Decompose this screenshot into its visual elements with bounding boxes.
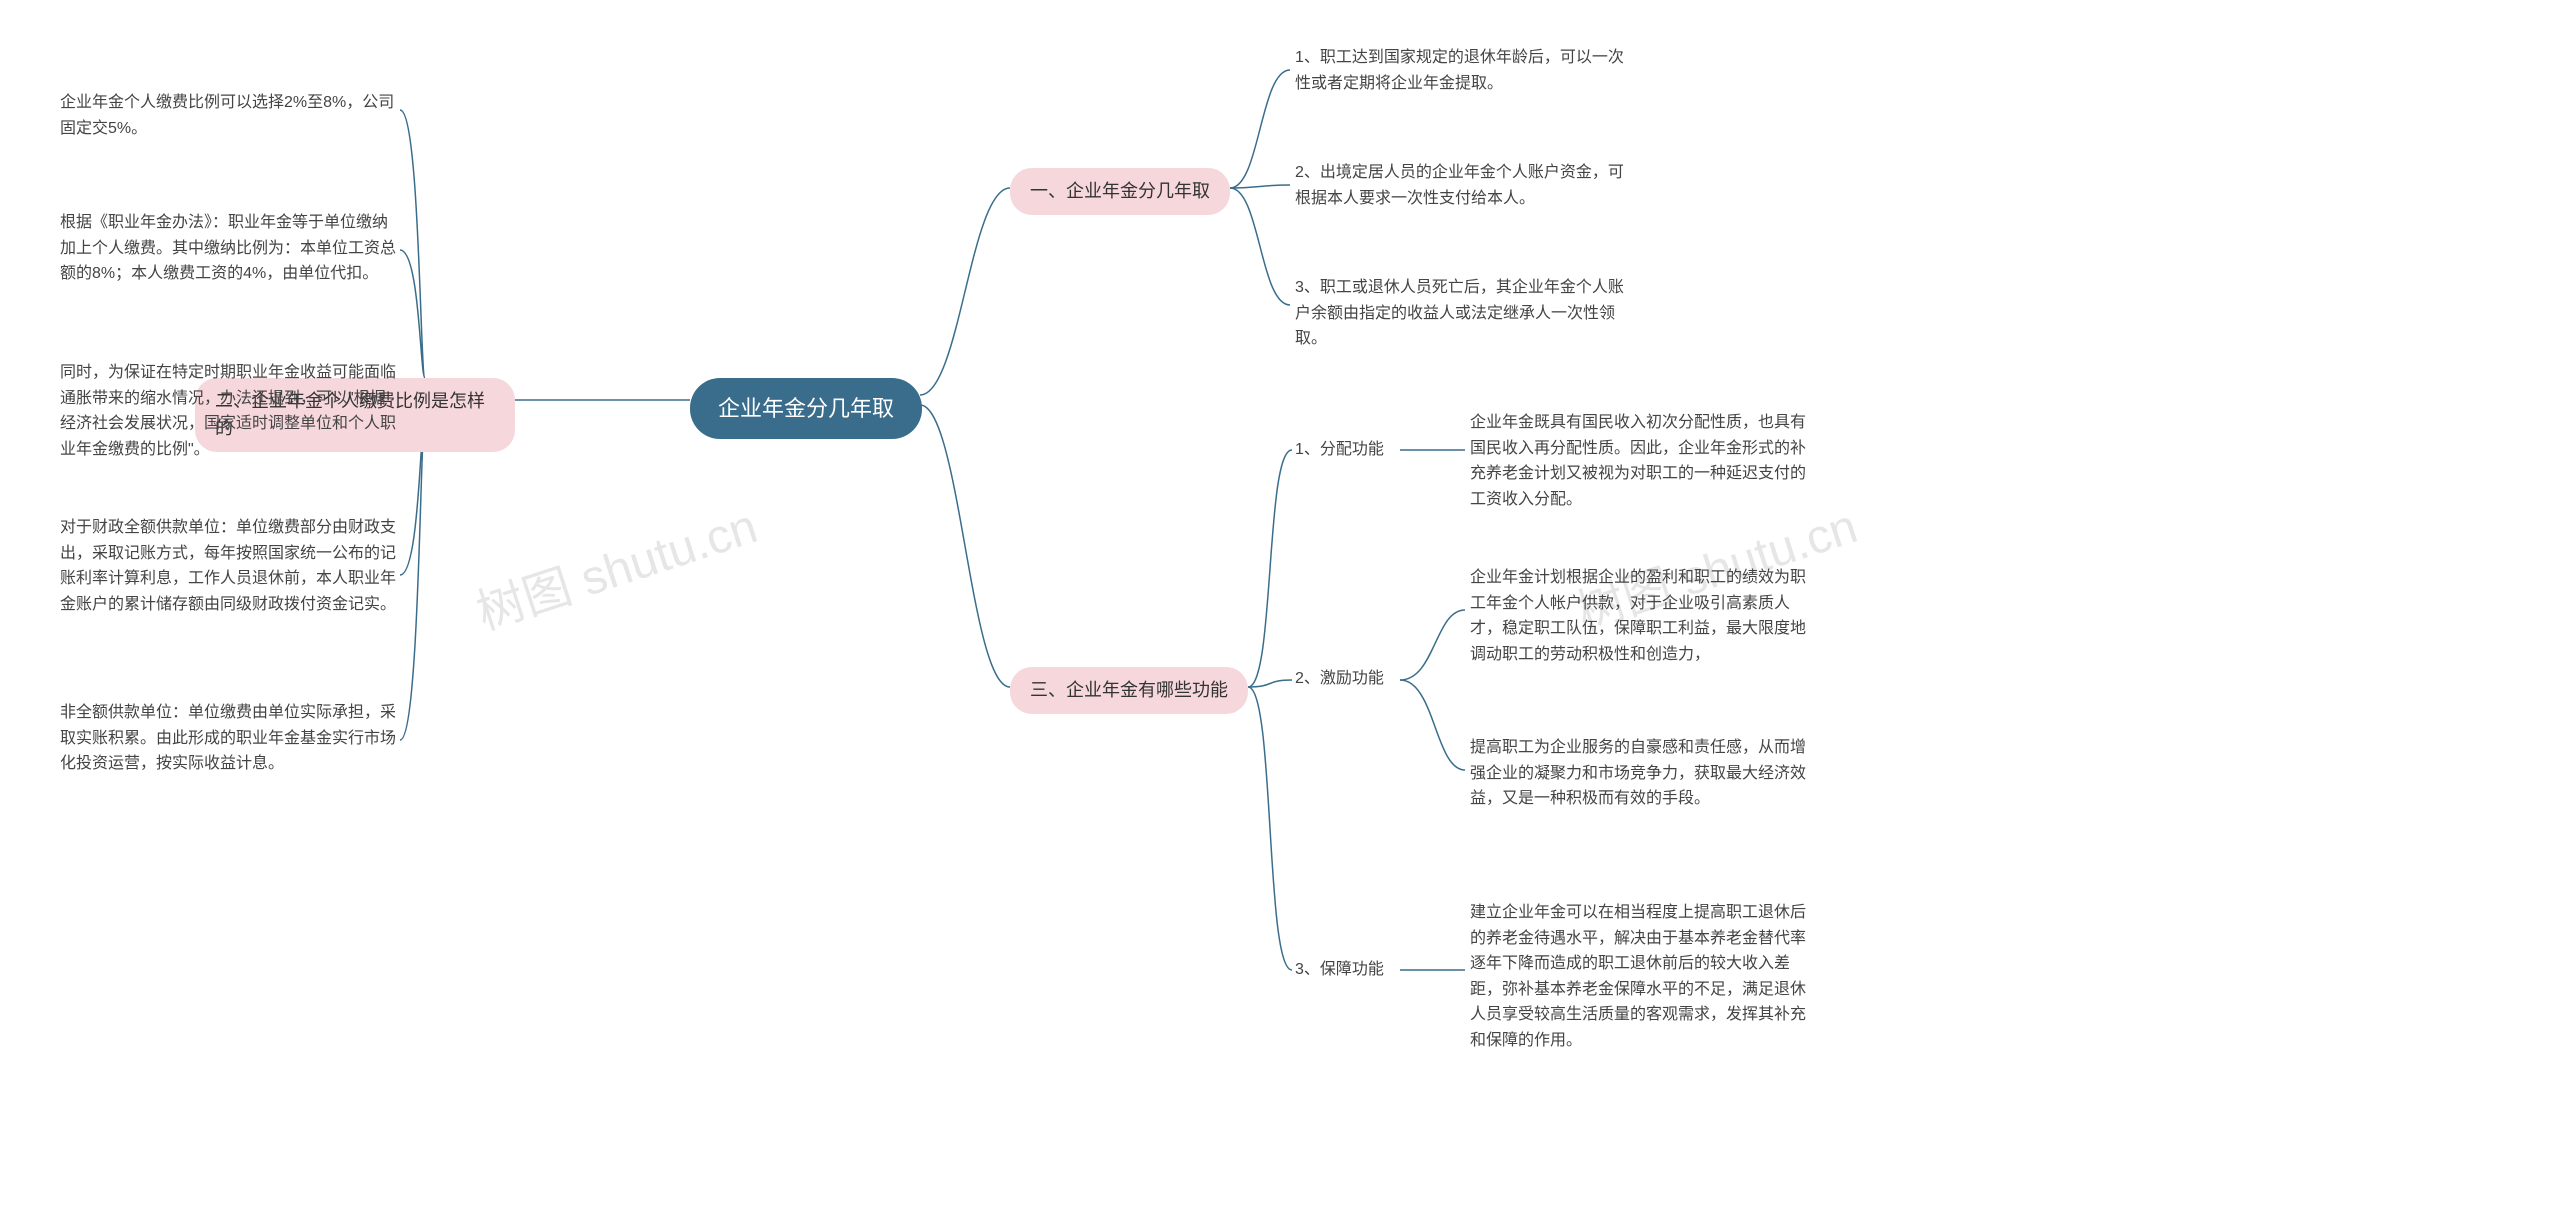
leaf-s2b: 提高职工为企业服务的自豪感和责任感，从而增强企业的凝聚力和市场竞争力，获取最大经… xyxy=(1470,735,1810,812)
sub-s1[interactable]: 1、分配功能 xyxy=(1295,438,1384,462)
center-node[interactable]: 企业年金分几年取 xyxy=(690,378,922,439)
sub-s2[interactable]: 2、激励功能 xyxy=(1295,667,1384,691)
leaf-l1: 企业年金个人缴费比例可以选择2%至8%，公司固定交5%。 xyxy=(60,90,400,141)
leaf-s3a: 建立企业年金可以在相当程度上提高职工退休后的养老金待遇水平，解决由于基本养老金替… xyxy=(1470,900,1810,1054)
leaf-s1a: 企业年金既具有国民收入初次分配性质，也具有国民收入再分配性质。因此，企业年金形式… xyxy=(1470,410,1810,512)
leaf-l2: 根据《职业年金办法》：职业年金等于单位缴纳加上个人缴费。其中缴纳比例为：本单位工… xyxy=(60,210,400,287)
leaf-r2: 2、出境定居人员的企业年金个人账户资金，可根据本人要求一次性支付给本人。 xyxy=(1295,160,1635,211)
leaf-l5: 非全额供款单位：单位缴费由单位实际承担，采取实账积累。由此形成的职业年金基金实行… xyxy=(60,700,400,777)
branch-3[interactable]: 三、企业年金有哪些功能 xyxy=(1010,667,1248,714)
leaf-l4: 对于财政全额供款单位：单位缴费部分由财政支出，采取记账方式，每年按照国家统一公布… xyxy=(60,515,400,617)
leaf-l3: 同时，为保证在特定时期职业年金收益可能面临通胀带来的缩水情况，办法还提到，可以"… xyxy=(60,360,400,462)
leaf-s2a: 企业年金计划根据企业的盈利和职工的绩效为职工年金个人帐户供款，对于企业吸引高素质… xyxy=(1470,565,1810,667)
sub-s3[interactable]: 3、保障功能 xyxy=(1295,958,1384,982)
leaf-r3: 3、职工或退休人员死亡后，其企业年金个人账户余额由指定的收益人或法定继承人一次性… xyxy=(1295,275,1635,352)
branch-1[interactable]: 一、企业年金分几年取 xyxy=(1010,168,1230,215)
watermark: 树图 shutu.cn xyxy=(466,487,764,643)
leaf-r1: 1、职工达到国家规定的退休年龄后，可以一次性或者定期将企业年金提取。 xyxy=(1295,45,1635,96)
